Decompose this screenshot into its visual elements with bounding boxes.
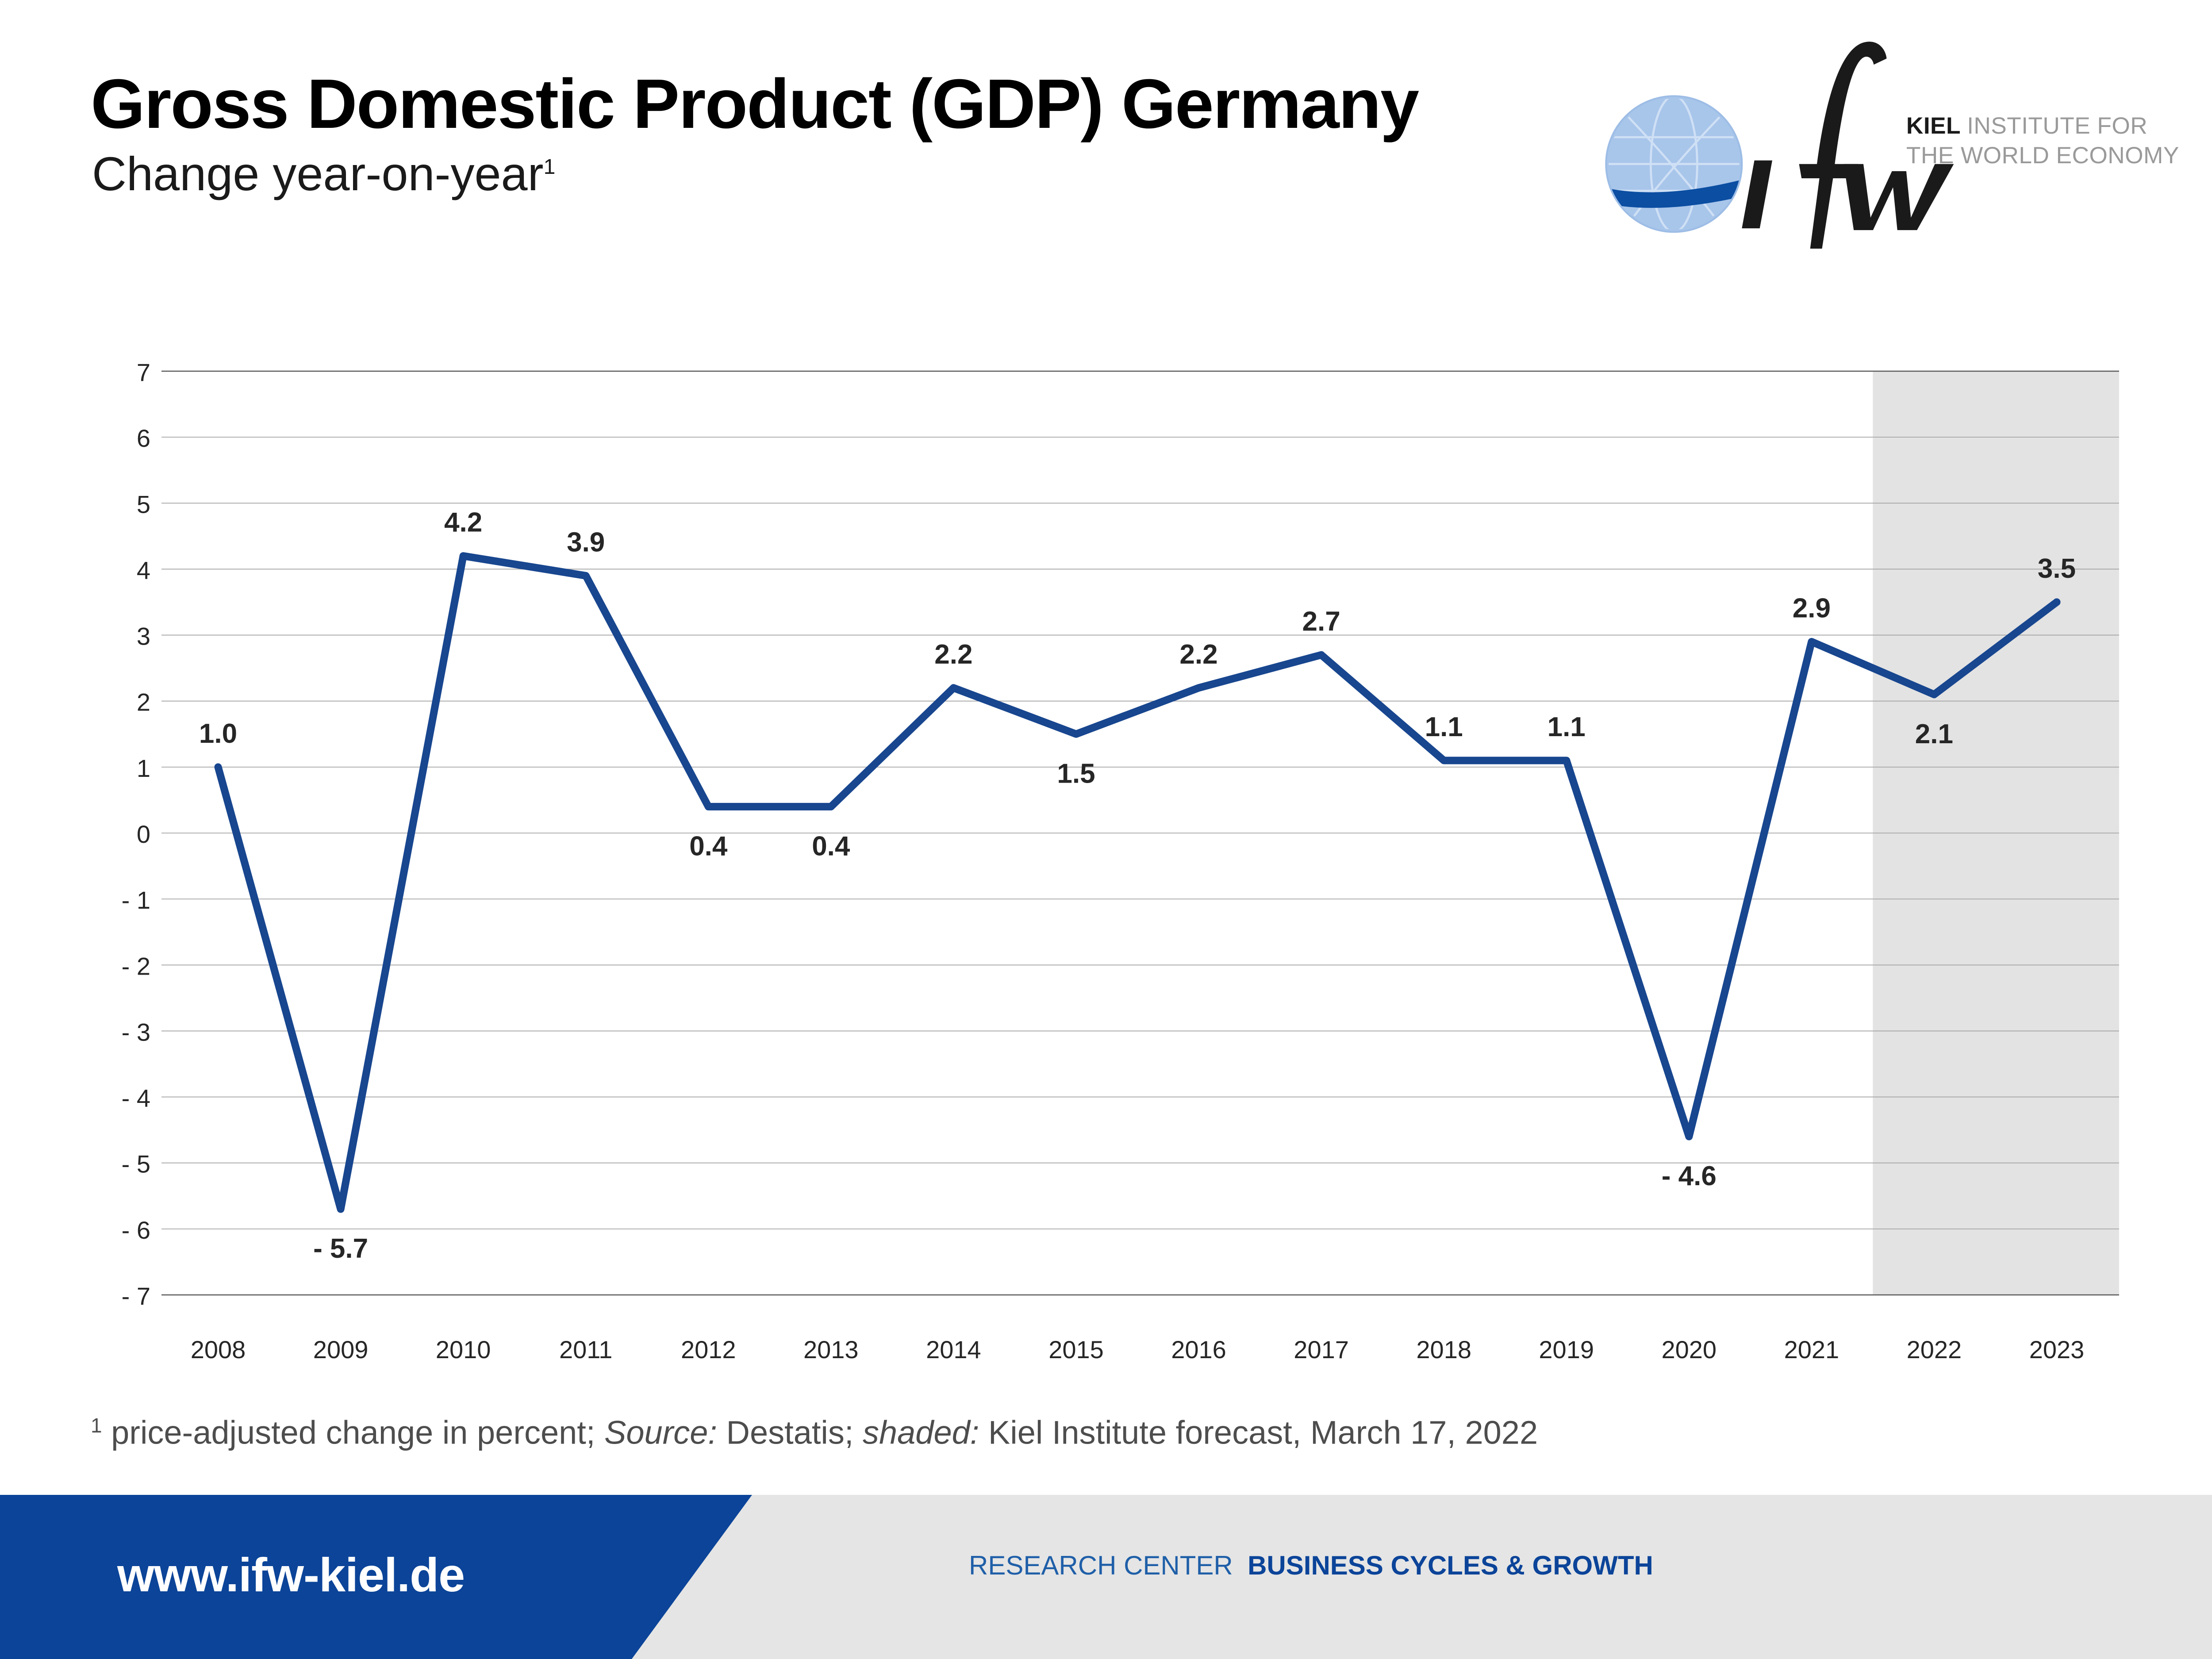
svg-text:5: 5 bbox=[137, 490, 150, 518]
svg-text:2008: 2008 bbox=[191, 1336, 246, 1363]
svg-text:3.5: 3.5 bbox=[2038, 553, 2076, 584]
svg-text:3: 3 bbox=[137, 622, 150, 650]
svg-text:0: 0 bbox=[137, 820, 150, 848]
svg-text:2012: 2012 bbox=[681, 1336, 736, 1363]
svg-text:4: 4 bbox=[137, 556, 150, 584]
svg-text:1.1: 1.1 bbox=[1548, 712, 1586, 742]
svg-text:2020: 2020 bbox=[1662, 1336, 1717, 1363]
svg-text:2013: 2013 bbox=[803, 1336, 859, 1363]
svg-text:- 3: - 3 bbox=[122, 1018, 150, 1046]
svg-text:2.2: 2.2 bbox=[1179, 639, 1217, 670]
svg-text:1: 1 bbox=[137, 754, 150, 782]
svg-text:0.4: 0.4 bbox=[812, 831, 850, 861]
svg-text:2023: 2023 bbox=[2029, 1336, 2085, 1363]
svg-text:2017: 2017 bbox=[1294, 1336, 1349, 1363]
svg-text:2015: 2015 bbox=[1048, 1336, 1104, 1363]
svg-text:2010: 2010 bbox=[436, 1336, 491, 1363]
svg-text:7: 7 bbox=[137, 358, 150, 386]
svg-text:1.1: 1.1 bbox=[1425, 712, 1463, 742]
svg-text:2016: 2016 bbox=[1171, 1336, 1226, 1363]
svg-text:- 4: - 4 bbox=[122, 1084, 150, 1112]
svg-text:2: 2 bbox=[137, 688, 150, 716]
svg-text:- 2: - 2 bbox=[122, 952, 150, 980]
svg-text:3.9: 3.9 bbox=[567, 527, 605, 557]
svg-text:2022: 2022 bbox=[1907, 1336, 1962, 1363]
svg-text:0.4: 0.4 bbox=[689, 831, 728, 861]
svg-text:- 5.7: - 5.7 bbox=[313, 1233, 368, 1264]
svg-text:- 6: - 6 bbox=[122, 1216, 150, 1244]
svg-text:6: 6 bbox=[137, 424, 150, 452]
svg-text:- 1: - 1 bbox=[122, 886, 150, 914]
svg-text:1.0: 1.0 bbox=[199, 718, 237, 749]
svg-text:2014: 2014 bbox=[926, 1336, 981, 1363]
svg-text:2019: 2019 bbox=[1539, 1336, 1594, 1363]
svg-text:2.1: 2.1 bbox=[1915, 719, 1953, 749]
svg-text:2011: 2011 bbox=[559, 1336, 612, 1363]
svg-text:2018: 2018 bbox=[1416, 1336, 1471, 1363]
svg-text:2.7: 2.7 bbox=[1302, 606, 1340, 637]
svg-text:4.2: 4.2 bbox=[444, 507, 482, 538]
svg-text:2.9: 2.9 bbox=[1793, 593, 1831, 624]
svg-text:- 7: - 7 bbox=[122, 1282, 150, 1310]
svg-text:- 4.6: - 4.6 bbox=[1662, 1161, 1717, 1191]
svg-text:2021: 2021 bbox=[1784, 1336, 1839, 1363]
svg-text:2009: 2009 bbox=[313, 1336, 369, 1363]
svg-text:- 5: - 5 bbox=[122, 1150, 150, 1178]
svg-text:2.2: 2.2 bbox=[934, 639, 972, 670]
svg-text:1.5: 1.5 bbox=[1057, 758, 1095, 789]
